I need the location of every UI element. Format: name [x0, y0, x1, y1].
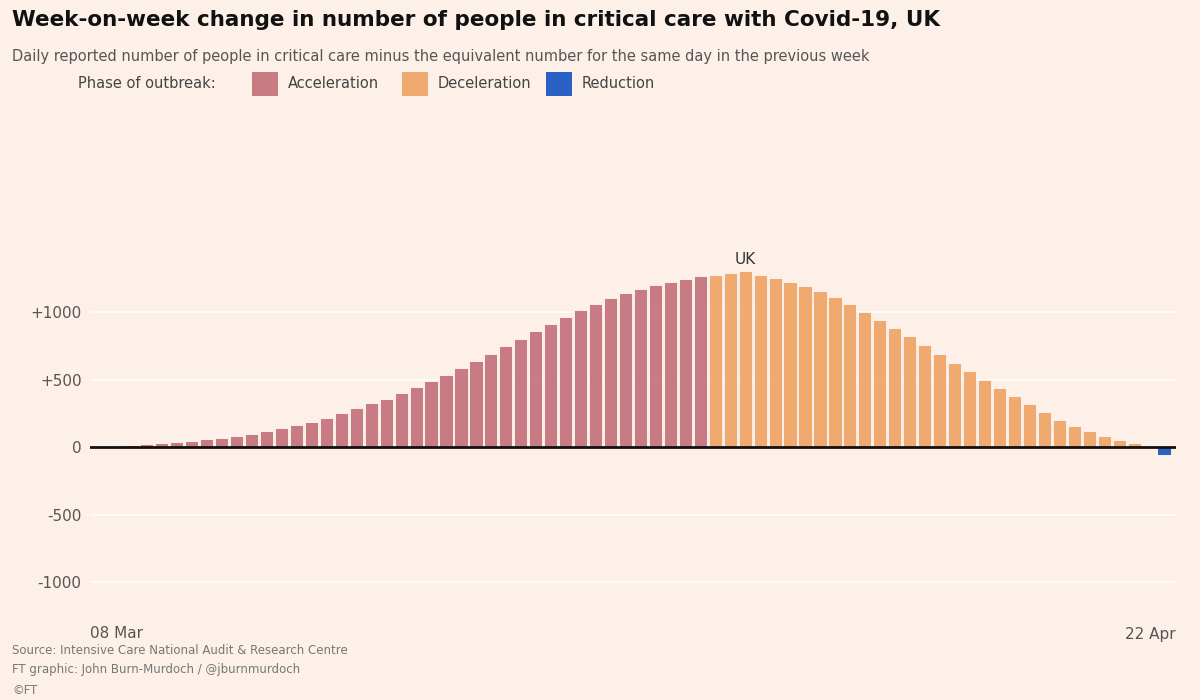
Bar [634, 289, 647, 447]
Bar [515, 339, 527, 447]
Bar [904, 336, 917, 447]
Bar [319, 418, 332, 447]
Bar [679, 279, 692, 447]
Bar [485, 354, 498, 447]
Bar [1142, 446, 1156, 447]
Bar [798, 286, 811, 447]
Bar [1038, 412, 1051, 447]
Bar [469, 361, 482, 447]
Bar [739, 272, 751, 447]
Bar [724, 272, 737, 447]
Bar [349, 408, 362, 447]
Bar [962, 372, 976, 447]
Bar [874, 320, 887, 447]
Bar [918, 345, 931, 447]
Bar [1052, 419, 1066, 447]
Bar [1098, 436, 1111, 447]
Bar [1068, 426, 1081, 447]
Bar [439, 375, 452, 447]
Bar [709, 274, 722, 447]
Bar [664, 282, 677, 447]
Bar [365, 403, 378, 447]
Bar [379, 399, 392, 447]
Bar [110, 446, 124, 447]
Bar [1082, 431, 1096, 447]
Bar [1008, 396, 1021, 447]
Bar [499, 346, 512, 447]
Bar [335, 413, 348, 447]
Text: Source: Intensive Care National Audit & Research Centre
FT graphic: John Burn-Mu: Source: Intensive Care National Audit & … [12, 643, 348, 696]
Bar [649, 285, 662, 447]
Bar [948, 363, 961, 447]
Bar [455, 368, 468, 447]
Bar [125, 444, 138, 447]
Text: Daily reported number of people in critical care minus the equivalent number for: Daily reported number of people in criti… [12, 49, 870, 64]
Bar [1112, 440, 1126, 447]
Text: UK: UK [734, 251, 756, 267]
Bar [1158, 447, 1171, 455]
Bar [754, 275, 767, 447]
Bar [245, 434, 258, 447]
Bar [529, 331, 542, 447]
Bar [140, 444, 154, 447]
Bar [619, 293, 632, 447]
Bar [215, 438, 228, 447]
Bar [574, 310, 587, 447]
Text: Reduction: Reduction [582, 76, 655, 92]
Bar [934, 354, 947, 447]
Bar [305, 421, 318, 447]
Bar [589, 304, 602, 447]
Bar [888, 328, 901, 447]
Bar [155, 443, 168, 447]
Text: 08 Mar: 08 Mar [90, 626, 143, 641]
Bar [814, 290, 827, 447]
Bar [409, 387, 422, 447]
Bar [1128, 443, 1141, 447]
Bar [559, 317, 572, 447]
Text: Deceleration: Deceleration [438, 76, 532, 92]
Bar [230, 436, 244, 447]
Bar [844, 304, 857, 447]
Bar [544, 324, 557, 447]
Bar [768, 278, 781, 447]
Bar [170, 442, 184, 447]
Bar [694, 276, 707, 447]
Bar [1022, 405, 1036, 447]
Bar [604, 298, 617, 447]
Bar [828, 297, 841, 447]
Bar [858, 312, 871, 447]
Bar [992, 388, 1006, 447]
Bar [395, 393, 408, 447]
Bar [978, 379, 991, 447]
Text: Week-on-week change in number of people in critical care with Covid-19, UK: Week-on-week change in number of people … [12, 10, 940, 31]
Bar [185, 441, 198, 447]
Text: Phase of outbreak:: Phase of outbreak: [78, 76, 216, 92]
Bar [260, 431, 274, 447]
Bar [200, 440, 214, 447]
Text: Acceleration: Acceleration [288, 76, 379, 92]
Bar [290, 425, 304, 447]
Text: 22 Apr: 22 Apr [1126, 626, 1176, 641]
Bar [275, 428, 288, 447]
Bar [784, 282, 797, 447]
Bar [425, 382, 438, 447]
